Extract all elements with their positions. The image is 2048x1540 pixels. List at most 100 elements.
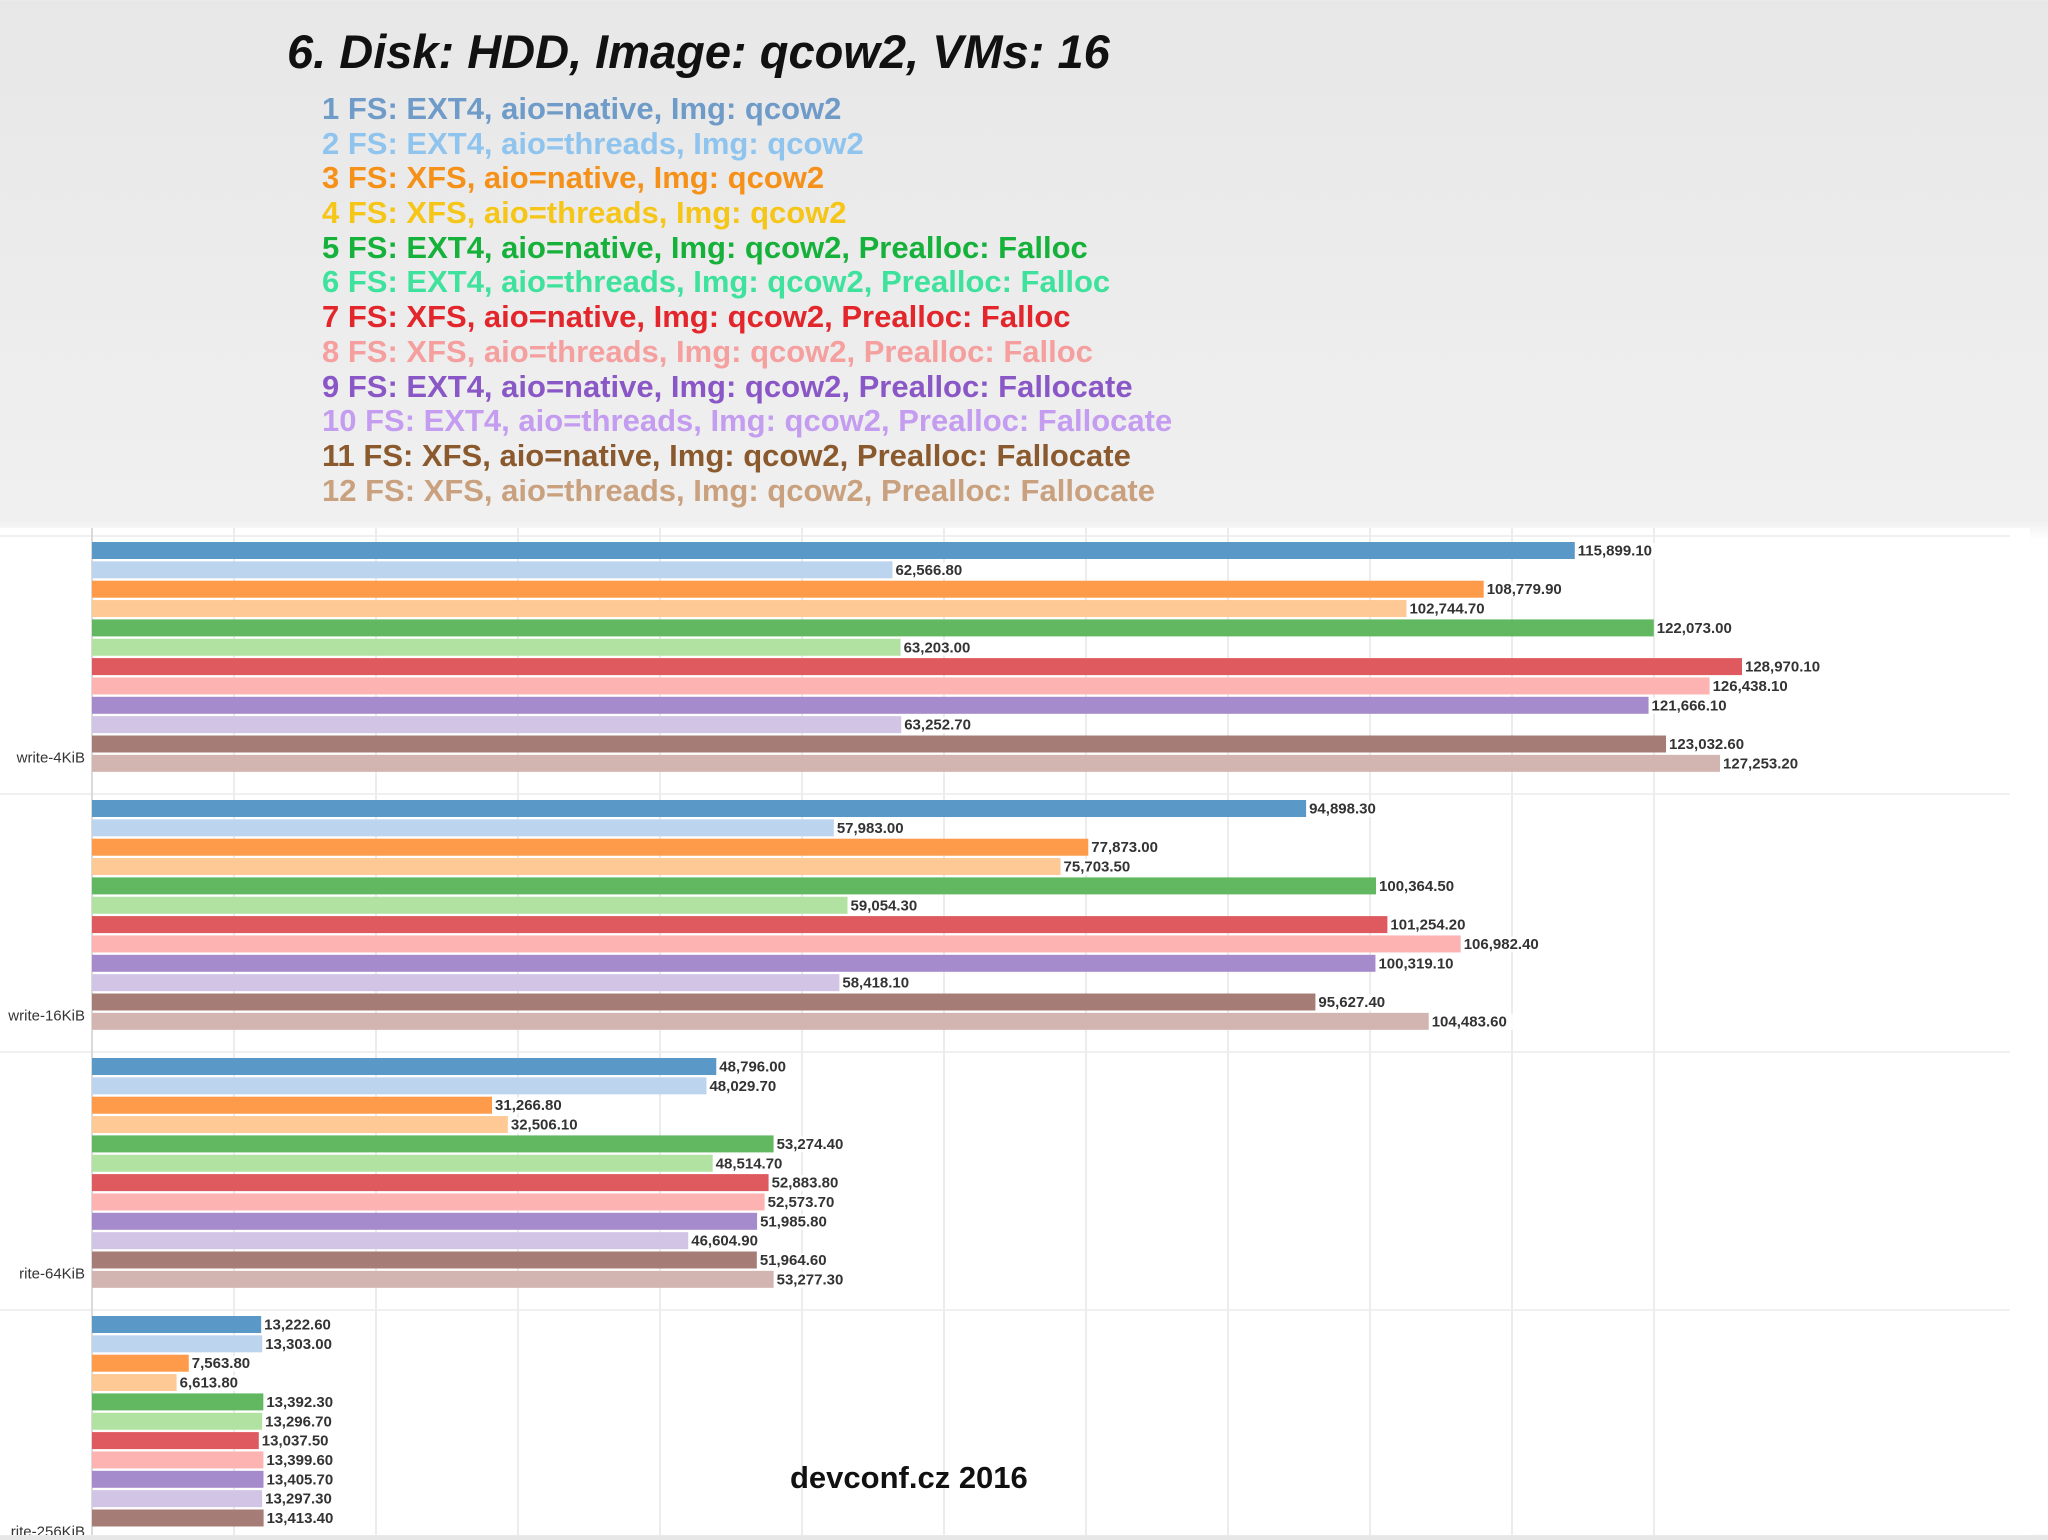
- bar-label-background: [265, 1510, 346, 1527]
- bar: [92, 974, 840, 992]
- bar-value-label: 13,399.60: [266, 1452, 333, 1469]
- bar: [92, 1393, 264, 1411]
- chart-area: write-4KiB write-16KiB rite-64KiB rite-256K…: [0, 528, 2030, 1540]
- bar-value-label: 52,883.80: [772, 1175, 839, 1192]
- bar-value-label: 46,604.90: [691, 1233, 758, 1250]
- legend-entry: 6 FS: EXT4, aio=threads, Img: qcow2, Pre…: [322, 264, 1111, 300]
- footer-text: devconf.cz 2016: [790, 1460, 1028, 1495]
- bar-label-background: [1378, 878, 1467, 895]
- bar-label-background: [714, 1155, 795, 1172]
- bar: [92, 1509, 264, 1527]
- bar-value-label: 100,319.10: [1378, 955, 1453, 972]
- bar: [92, 1077, 707, 1095]
- bar-value-label: 102,744.70: [1409, 601, 1484, 618]
- bar: [92, 1490, 263, 1508]
- bar-label-background: [775, 1136, 855, 1153]
- bar-label-background: [265, 1394, 345, 1411]
- bar-value-label: 13,222.60: [264, 1317, 331, 1334]
- bar-value-label: 77,873.00: [1091, 839, 1158, 856]
- bar: [92, 1470, 264, 1488]
- bar-value-label: 123,032.60: [1669, 736, 1744, 753]
- bar-value-label: 13,296.70: [265, 1413, 332, 1430]
- bar-chart: write-4KiB write-16KiB rite-64KiB rite-256K…: [0, 528, 2010, 1540]
- bar-value-label: 108,779.90: [1487, 581, 1562, 598]
- category-label: write-16KiB: [7, 1008, 85, 1025]
- legend-entry: 10 FS: EXT4, aio=threads, Img: qcow2, Pr…: [322, 403, 1173, 439]
- bar-value-label: 52,573.70: [768, 1194, 835, 1211]
- legend-entry: 9 FS: EXT4, aio=native, Img: qcow2, Prea…: [322, 368, 1133, 404]
- bar-label-background: [1308, 801, 1388, 817]
- bar: [92, 896, 848, 914]
- bar-label-background: [1485, 581, 1574, 598]
- legend-entry: 2 FS: EXT4, aio=threads, Img: qcow2: [322, 125, 864, 161]
- legend-entry: 12 FS: XFS, aio=threads, Img: qcow2, Pre…: [322, 472, 1155, 508]
- category-label: write-4KiB: [16, 750, 85, 767]
- bar: [92, 1432, 259, 1450]
- bar-value-label: 13,405.70: [267, 1471, 334, 1488]
- bar-value-label: 13,037.50: [262, 1433, 329, 1450]
- bar-value-label: 100,364.50: [1379, 878, 1454, 895]
- bar-value-label: 57,983.00: [837, 820, 904, 837]
- bar-value-label: 48,029.70: [709, 1078, 776, 1095]
- bar-value-label: 104,483.60: [1432, 1013, 1507, 1030]
- bar-label-background: [770, 1175, 850, 1192]
- bar-label-background: [178, 1375, 250, 1392]
- legend-entry: 5 FS: EXT4, aio=native, Img: qcow2, Prea…: [322, 229, 1088, 265]
- bar-value-label: 7,563.80: [192, 1355, 250, 1372]
- bar: [92, 542, 1575, 559]
- bar: [92, 1193, 765, 1211]
- bar-label-background: [759, 1213, 839, 1230]
- bar-label-background: [775, 1271, 856, 1288]
- bar: [92, 1270, 774, 1288]
- bar-value-label: 6,613.80: [180, 1375, 238, 1392]
- bar-value-label: 63,203.00: [904, 639, 971, 656]
- bar: [92, 1374, 177, 1392]
- bar-value-label: 63,252.70: [904, 717, 971, 734]
- bar: [92, 935, 1461, 953]
- bar-label-background: [509, 1117, 590, 1134]
- bar-value-label: 13,413.40: [267, 1510, 334, 1527]
- bar: [92, 1135, 774, 1153]
- bar: [92, 916, 1388, 934]
- bar: [92, 1451, 264, 1469]
- bar-label-background: [708, 1078, 788, 1095]
- bar-label-background: [264, 1491, 344, 1508]
- bar-label-background: [1062, 859, 1142, 876]
- bar-label-background: [835, 820, 916, 837]
- bar-value-label: 122,073.00: [1657, 620, 1732, 637]
- bar: [92, 838, 1089, 856]
- slide-title: 6. Disk: HDD, Image: qcow2, VMs: 16: [287, 25, 1110, 78]
- bar-label-background: [902, 639, 982, 656]
- bar: [92, 658, 1742, 676]
- bar-label-background: [265, 1471, 345, 1488]
- bar-value-label: 32,506.10: [511, 1117, 578, 1134]
- bar-label-background: [260, 1433, 341, 1450]
- bar: [92, 677, 1710, 695]
- bar-value-label: 94,898.30: [1309, 801, 1376, 818]
- bar: [92, 877, 1377, 895]
- bar-value-label: 62,566.80: [895, 562, 962, 579]
- legend: 1 FS: EXT4, aio=native, Img: qcow2 2 FS: …: [322, 91, 1173, 508]
- bar-label-background: [1090, 839, 1170, 856]
- bar-value-label: 13,303.00: [265, 1336, 332, 1353]
- bar-value-label: 51,964.60: [760, 1252, 827, 1269]
- bar-value-label: 127,253.20: [1723, 755, 1798, 772]
- legend-entry: 11 FS: XFS, aio=native, Img: qcow2, Prea…: [322, 437, 1131, 473]
- bar: [92, 1116, 508, 1134]
- bar: [92, 580, 1484, 598]
- bar-label-background: [841, 975, 921, 992]
- bar-label-background: [1650, 697, 1739, 714]
- bar: [92, 1096, 493, 1114]
- bar-label-background: [1576, 543, 1665, 559]
- bar-label-background: [264, 1413, 344, 1430]
- bar: [92, 800, 1307, 817]
- bar-value-label: 59,054.30: [851, 897, 918, 914]
- bar-label-background: [263, 1317, 343, 1333]
- bar-label-background: [494, 1097, 574, 1114]
- bar-value-label: 115,899.10: [1578, 543, 1652, 560]
- bar-value-label: 53,277.30: [777, 1271, 844, 1288]
- bar-label-background: [849, 897, 929, 914]
- legend-entry: 1 FS: EXT4, aio=native, Img: qcow2: [322, 91, 842, 126]
- bar-label-background: [1668, 736, 1757, 753]
- bar-label-background: [1744, 659, 1832, 676]
